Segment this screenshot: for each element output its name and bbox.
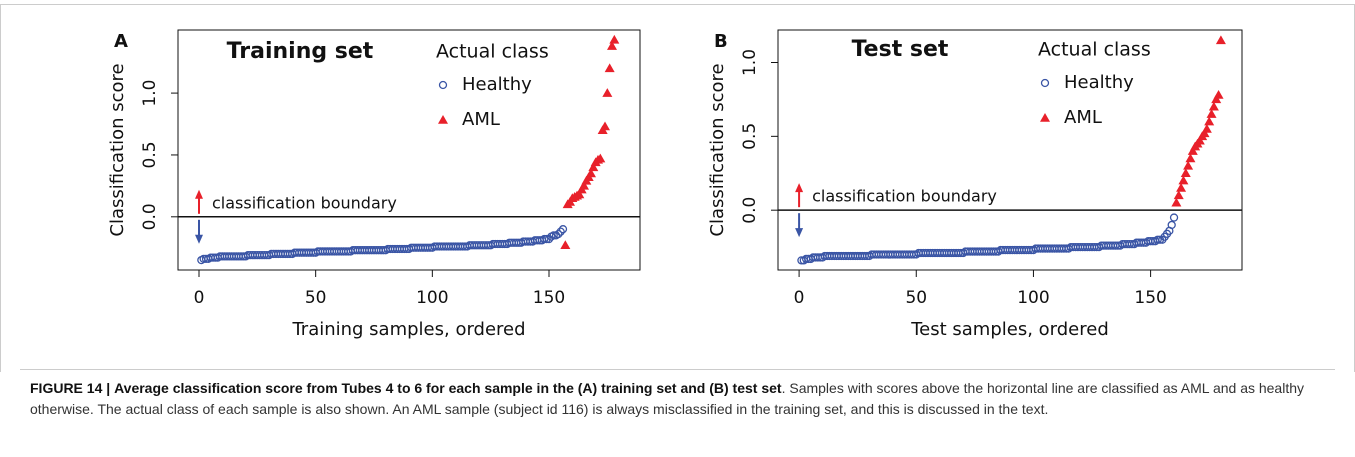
legend-label: AML <box>1064 107 1102 128</box>
y-tick-label: 0.0 <box>140 203 160 230</box>
point <box>558 225 568 234</box>
point <box>602 88 613 97</box>
legend-label: Healthy <box>1064 72 1134 93</box>
legend-label: Healthy <box>462 74 532 95</box>
point <box>1213 89 1224 99</box>
point <box>1185 153 1196 163</box>
point <box>1176 183 1187 192</box>
y-tick-label: 0.5 <box>140 141 160 168</box>
y-tick-label: 1.0 <box>740 49 760 76</box>
point <box>1180 168 1191 178</box>
point <box>554 229 563 239</box>
caption-label: FIGURE 14 | <box>30 380 111 396</box>
point <box>1201 123 1212 133</box>
plot-box <box>777 29 1243 271</box>
point <box>609 34 620 44</box>
legend-label: AML <box>462 109 500 130</box>
point <box>1215 35 1226 45</box>
point <box>595 153 606 163</box>
point <box>1167 220 1176 230</box>
point <box>1187 146 1198 155</box>
arrow-down-head <box>195 234 203 244</box>
chart-title: Test set <box>852 37 949 62</box>
y-tick-label: 1.0 <box>140 80 160 107</box>
panel-label: A <box>114 31 128 52</box>
y-tick-label: 0.0 <box>740 197 760 224</box>
caption-text: . Samples with scores above the horizont… <box>30 380 1305 417</box>
x-tick-label: 100 <box>416 288 448 308</box>
legend-marker <box>438 115 448 124</box>
arrow-up-head <box>795 183 804 193</box>
x-tick-label: 100 <box>1017 288 1049 308</box>
point <box>1171 197 1182 207</box>
annotation: classification boundary <box>212 193 397 212</box>
point <box>560 240 571 250</box>
point <box>1211 94 1222 104</box>
point <box>1178 175 1189 185</box>
x-tick-label: 150 <box>533 288 565 308</box>
x-tick-label: 0 <box>794 288 805 308</box>
legend-marker <box>1040 113 1050 122</box>
point <box>556 227 565 236</box>
point <box>1206 109 1217 118</box>
point <box>1153 235 1162 244</box>
y-axis-label: Classification score <box>707 63 728 236</box>
point <box>540 234 549 244</box>
chart-title: Training set <box>227 39 374 64</box>
point <box>542 234 551 244</box>
point <box>549 231 558 240</box>
y-axis-label: Classification score <box>107 63 128 236</box>
x-tick-label: 0 <box>194 288 205 308</box>
point <box>586 168 596 178</box>
point <box>574 189 585 199</box>
point <box>1208 101 1219 111</box>
annotation: classification boundary <box>812 187 997 206</box>
point <box>1173 190 1184 200</box>
point <box>1183 160 1194 170</box>
point <box>607 41 617 50</box>
legend-title: Actual class <box>1038 39 1151 61</box>
legend-marker <box>1040 78 1050 88</box>
point <box>1194 135 1205 145</box>
x-tick-label: 50 <box>305 288 327 308</box>
caption-title: Average classification score from Tubes … <box>114 380 782 396</box>
x-axis-label: Test samples, ordered <box>910 319 1109 340</box>
caption: FIGURE 14 | Average classification score… <box>30 378 1330 420</box>
x-tick-label: 150 <box>1134 288 1166 308</box>
point <box>600 121 610 131</box>
panel-label: B <box>714 31 728 52</box>
point <box>1169 213 1179 222</box>
point <box>1204 116 1215 126</box>
x-axis-label: Training samples, ordered <box>291 319 525 340</box>
x-tick-label: 50 <box>905 288 927 308</box>
point <box>579 180 589 190</box>
legend-marker <box>438 80 448 90</box>
figure: 0 50 100 150 0.0 0.5 1.0 classification boundar… <box>0 4 1355 372</box>
arrow-up-head <box>195 189 203 199</box>
point <box>588 162 599 172</box>
y-tick-label: 0.5 <box>740 123 760 150</box>
point <box>1199 128 1210 138</box>
arrow-down-head <box>795 228 804 238</box>
plot-box <box>177 29 641 271</box>
legend-title: Actual class <box>436 41 549 63</box>
point <box>604 63 615 73</box>
